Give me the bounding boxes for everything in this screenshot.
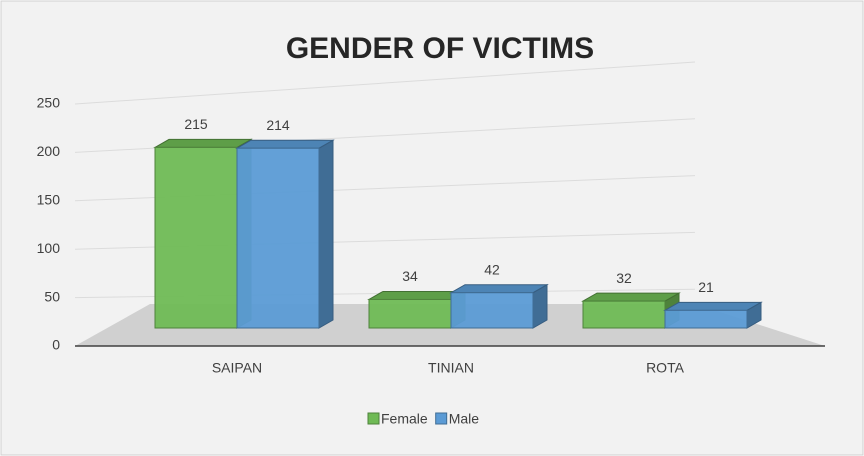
bar-group — [663, 301, 763, 329]
data-label: 21 — [698, 279, 714, 295]
data-label: 32 — [616, 270, 632, 286]
bar-top — [235, 139, 335, 149]
y-tick-label: 50 — [44, 288, 60, 304]
bar-top — [153, 138, 253, 148]
bar — [154, 146, 238, 329]
legend: Female Male — [367, 411, 480, 427]
bar-side — [318, 139, 334, 329]
x-tick-label: TINIAN — [428, 360, 474, 376]
y-tick-label: 200 — [37, 143, 61, 159]
bar — [368, 298, 452, 329]
bar — [664, 309, 748, 329]
chart-title: GENDER OF VICTIMS — [286, 32, 594, 65]
legend-label: Female — [381, 411, 428, 427]
bar — [582, 300, 666, 329]
y-tick-label: 0 — [52, 337, 60, 353]
legend-swatch — [367, 412, 380, 425]
bar-top — [581, 292, 681, 302]
bar-group — [449, 283, 549, 329]
data-label: 42 — [484, 261, 500, 277]
bar — [236, 147, 320, 329]
grid-line — [74, 61, 696, 105]
y-tick-label: 100 — [37, 240, 61, 256]
x-tick-label: SAIPAN — [212, 360, 262, 376]
bar — [450, 292, 534, 329]
bar-top — [663, 301, 763, 311]
data-label: 34 — [402, 268, 418, 284]
y-tick-label: 150 — [37, 192, 61, 208]
y-tick-label: 250 — [37, 95, 61, 111]
data-label: 214 — [266, 117, 290, 133]
bar-top — [449, 284, 549, 294]
x-tick-label: ROTA — [646, 360, 685, 376]
bar-group — [581, 292, 681, 329]
bar-group — [235, 139, 335, 329]
legend-label: Male — [449, 411, 480, 427]
data-label: 215 — [184, 116, 208, 132]
legend-swatch — [435, 412, 448, 425]
